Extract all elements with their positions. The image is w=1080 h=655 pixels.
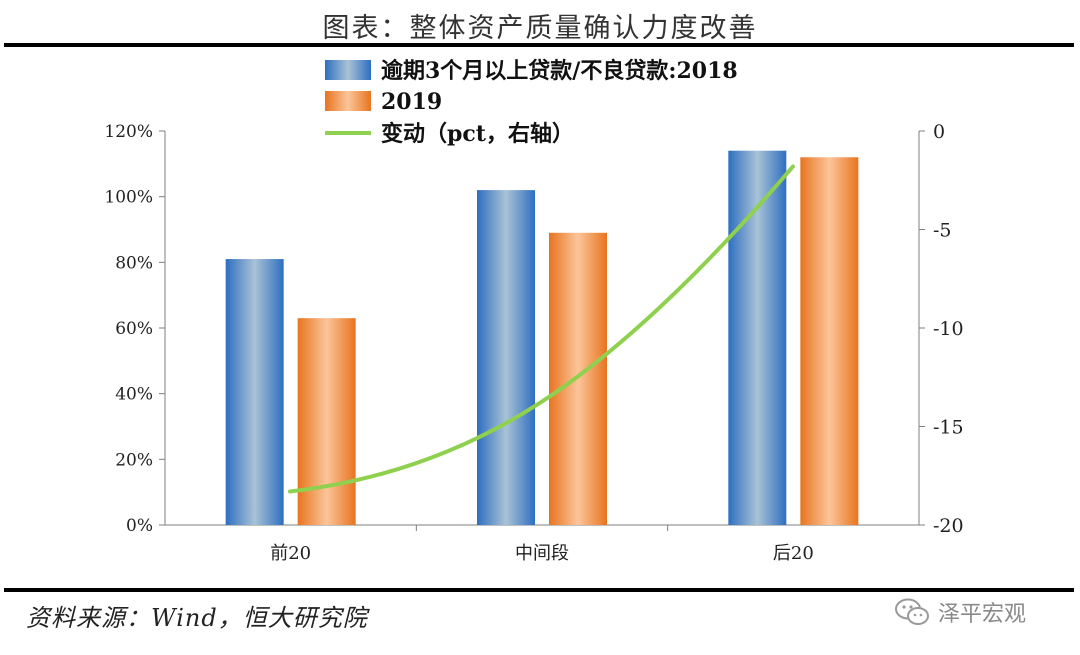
right-tick-label: -20 bbox=[933, 515, 964, 537]
left-tick-label: 40% bbox=[115, 385, 153, 405]
left-tick-label: 60% bbox=[115, 319, 153, 339]
legend-swatch-2018 bbox=[325, 60, 371, 80]
right-tick-label: -5 bbox=[933, 220, 952, 242]
legend-swatch-2019 bbox=[325, 91, 371, 111]
bar-2019 bbox=[549, 232, 607, 526]
legend-label: 变动（pct，右轴） bbox=[381, 121, 574, 147]
bars-group bbox=[225, 150, 859, 526]
bar-2019 bbox=[800, 157, 859, 525]
axes-group: 0% 20% 40% 60% 80% 100% 120% -20 -15 -10 -5 0 前20 中间段… bbox=[104, 121, 963, 564]
watermark-text: 泽平宏观 bbox=[938, 602, 1027, 627]
wechat-icon bbox=[895, 598, 929, 625]
line-group bbox=[288, 164, 795, 494]
left-tick-label: 120% bbox=[104, 122, 153, 142]
bar-2018 bbox=[477, 190, 535, 525]
legend-label: 逾期3个月以上贷款/不良贷款:2018 bbox=[381, 58, 738, 84]
bar-2018 bbox=[728, 150, 787, 525]
left-tick-label: 20% bbox=[115, 450, 153, 470]
x-tick-label: 后20 bbox=[773, 543, 814, 564]
legend-label: 2019 bbox=[381, 89, 442, 115]
bar-2019 bbox=[297, 318, 356, 525]
bar-2018 bbox=[225, 259, 284, 525]
chart-title: 图表：整体资产质量确认力度改善 bbox=[322, 13, 758, 44]
x-tick-label: 中间段 bbox=[515, 543, 569, 564]
top-rule bbox=[4, 43, 1074, 47]
right-tick-label: -10 bbox=[933, 318, 964, 340]
x-tick-label: 前20 bbox=[270, 543, 311, 564]
legend-group: 逾期3个月以上贷款/不良贷款:2018 2019 变动（pct，右轴） bbox=[325, 58, 738, 147]
combo-chart: 0% 20% 40% 60% 80% 100% 120% -20 -15 -10 -5 0 前20 中间段… bbox=[104, 58, 963, 564]
right-tick-label: -15 bbox=[933, 417, 964, 439]
bottom-rule bbox=[4, 588, 1074, 592]
left-tick-label: 0% bbox=[126, 516, 153, 536]
source-note: 资料来源：Wind，恒大研究院 bbox=[26, 604, 368, 632]
change-line bbox=[288, 164, 795, 494]
left-tick-label: 80% bbox=[115, 253, 153, 273]
left-tick-label: 100% bbox=[104, 188, 153, 208]
watermark: 泽平宏观 bbox=[894, 597, 1026, 627]
right-tick-label: 0 bbox=[933, 121, 945, 143]
